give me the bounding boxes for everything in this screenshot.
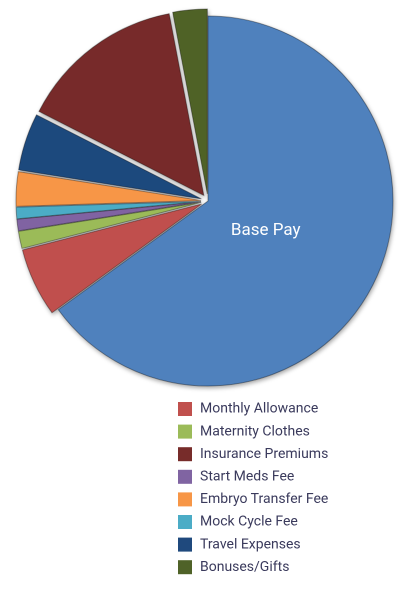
pie xyxy=(15,8,394,387)
pie-slice xyxy=(17,201,202,250)
legend-label: Embryo Transfer Fee xyxy=(200,491,328,507)
legend-label: Maternity Clothes xyxy=(200,423,310,439)
legend-label: Insurance Premiums xyxy=(200,446,328,462)
legend-swatch xyxy=(178,402,192,416)
pie-slice xyxy=(57,15,394,387)
legend-swatch xyxy=(178,424,192,439)
pie-slice xyxy=(15,171,202,207)
pie-slice xyxy=(38,13,205,197)
legend-swatch xyxy=(178,515,192,529)
legend-swatch xyxy=(178,492,192,507)
pie-slice xyxy=(18,114,202,200)
legend-swatch xyxy=(178,469,192,484)
pie-slice xyxy=(15,200,202,220)
legend-label: Bonuses/Gifts xyxy=(200,559,289,575)
legend-label: Travel Expenses xyxy=(200,536,301,552)
legend-label: Mock Cycle Fee xyxy=(200,514,298,530)
legend: Monthly Allowance Maternity Clothes Insura… xyxy=(178,401,328,575)
legend-label: Start Meds Fee xyxy=(200,469,294,485)
legend-swatch xyxy=(178,560,192,575)
pie-slice xyxy=(172,8,208,195)
legend-label: Monthly Allowance xyxy=(200,401,318,417)
legend-swatch xyxy=(178,537,192,552)
slice-label: Base Pay xyxy=(231,220,301,240)
legend-swatch xyxy=(178,447,192,462)
pie-slice xyxy=(21,203,202,314)
